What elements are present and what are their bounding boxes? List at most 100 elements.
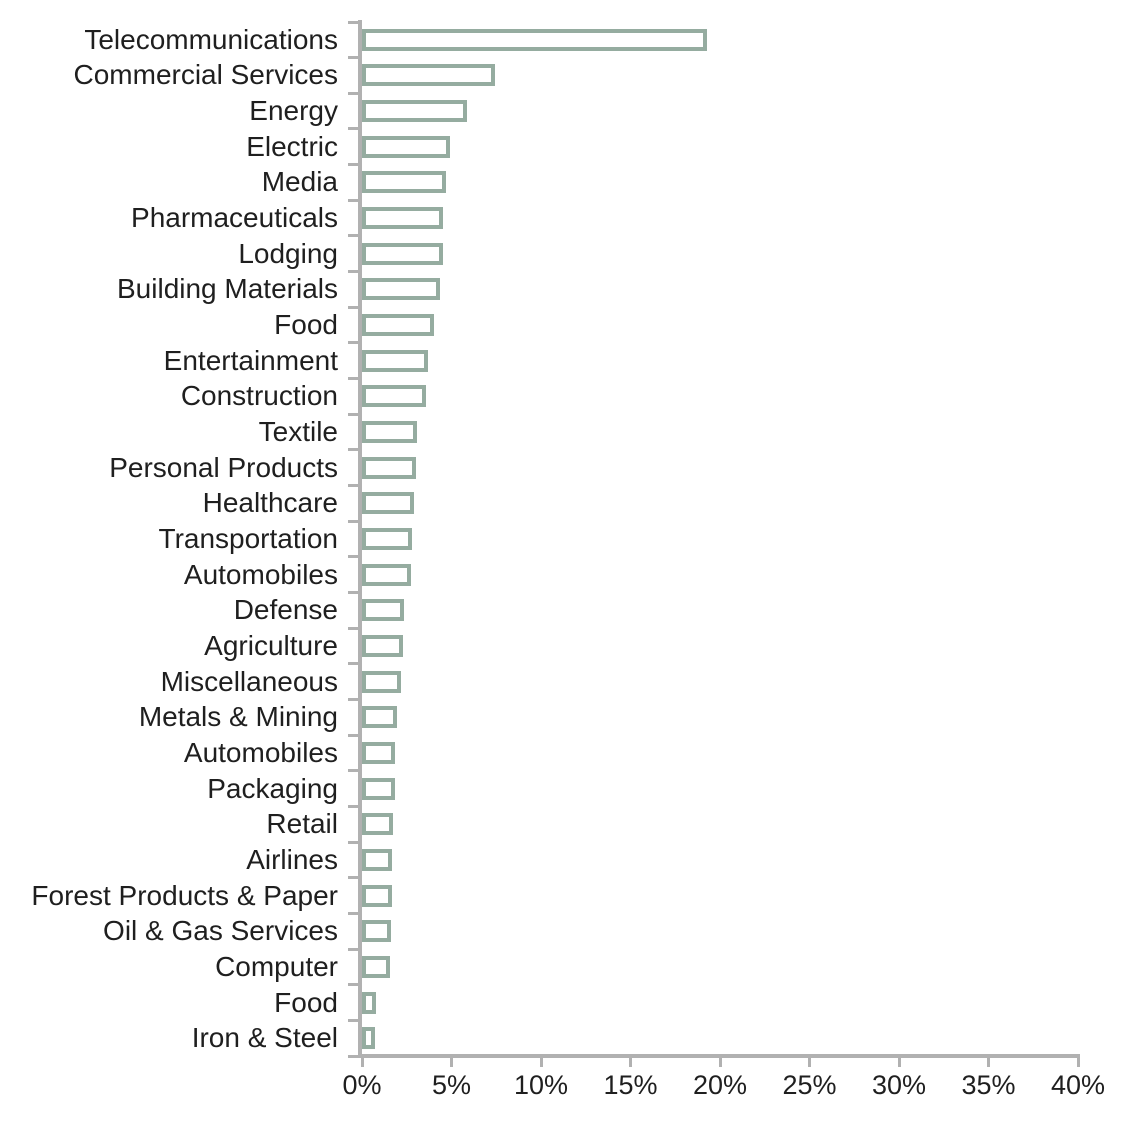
category-label: Airlines	[246, 843, 338, 875]
bar	[362, 456, 416, 479]
y-tick	[348, 198, 358, 202]
bar	[362, 563, 412, 586]
y-tick	[348, 947, 358, 951]
category-label: Healthcare	[202, 487, 338, 519]
bar	[362, 492, 414, 515]
category-label: Construction	[180, 380, 338, 412]
bar	[362, 28, 708, 51]
bar	[362, 135, 450, 158]
category-label: Oil & Gas Services	[103, 915, 338, 947]
category-label: Automobiles	[183, 736, 338, 768]
bar	[362, 528, 413, 550]
category-label: Telecommunications	[84, 23, 338, 55]
category-label: Building Materials	[117, 273, 338, 305]
x-tick-label: 40%	[1050, 1070, 1106, 1100]
bar	[362, 813, 394, 836]
bar	[362, 634, 404, 657]
x-axis-line	[358, 1054, 1080, 1058]
category-label: Commercial Services	[73, 59, 339, 91]
category-label: Electric	[246, 130, 338, 162]
y-tick	[348, 305, 358, 309]
x-tick-label: 35%	[961, 1070, 1016, 1100]
bar	[362, 171, 447, 194]
category-label: Metals & Mining	[138, 701, 338, 733]
x-tick-label: 25%	[782, 1070, 837, 1100]
y-tick	[348, 341, 358, 345]
category-label: Lodging	[238, 237, 338, 269]
y-tick	[348, 127, 358, 131]
bar	[362, 670, 402, 693]
x-tick-label: 30%	[871, 1070, 927, 1100]
bar	[362, 385, 427, 408]
category-label: Automobiles	[183, 558, 338, 590]
x-tick	[808, 1058, 811, 1067]
y-tick	[348, 20, 358, 24]
category-label: Media	[261, 166, 338, 198]
y-tick	[348, 448, 358, 452]
category-label: Entertainment	[163, 344, 338, 376]
y-tick	[348, 697, 358, 701]
y-tick	[348, 484, 358, 488]
bar	[362, 421, 418, 444]
y-axis-line	[358, 20, 362, 1058]
bar	[362, 991, 377, 1014]
bar	[362, 1027, 375, 1050]
y-tick	[348, 270, 358, 274]
y-tick	[348, 234, 358, 238]
y-tick	[348, 840, 358, 844]
y-tick	[348, 91, 358, 95]
x-tick	[987, 1058, 990, 1067]
category-label: Retail	[266, 808, 338, 840]
y-tick	[348, 804, 358, 808]
category-label: Miscellaneous	[160, 665, 338, 697]
bar	[362, 599, 405, 622]
category-label: Pharmaceuticals	[131, 202, 338, 234]
bar	[362, 349, 429, 372]
y-tick	[348, 983, 358, 987]
bar	[362, 64, 496, 87]
y-tick	[348, 662, 358, 666]
category-label: Food	[274, 309, 338, 341]
bar	[362, 207, 444, 230]
y-tick	[348, 412, 358, 416]
y-tick	[348, 626, 358, 630]
y-tick	[348, 1054, 358, 1058]
category-label: Energy	[249, 95, 338, 127]
bar	[362, 100, 467, 123]
category-label: Textile	[258, 416, 338, 448]
x-tick-label: 5%	[431, 1070, 472, 1100]
y-tick	[348, 911, 358, 915]
bar	[362, 278, 440, 301]
x-tick-label: 20%	[692, 1070, 748, 1100]
y-tick	[348, 733, 358, 737]
y-tick	[348, 769, 358, 773]
bar	[362, 848, 393, 871]
y-tick	[348, 56, 358, 60]
x-tick	[718, 1058, 722, 1067]
category-label: Iron & Steel	[191, 1022, 338, 1054]
bar	[362, 777, 396, 800]
category-label: Computer	[215, 950, 338, 982]
y-tick	[348, 519, 358, 523]
bar	[362, 741, 396, 764]
x-tick	[629, 1058, 632, 1067]
category-label: Agriculture	[204, 629, 338, 661]
x-tick	[1076, 1058, 1080, 1067]
bar	[362, 706, 397, 729]
category-label: Food	[274, 986, 338, 1018]
bar	[362, 955, 390, 978]
category-label: Packaging	[207, 772, 338, 804]
y-tick	[348, 876, 358, 880]
category-label: Transportation	[158, 522, 339, 554]
category-label: Forest Products & Paper	[31, 879, 338, 911]
category-label: Defense	[233, 594, 338, 626]
x-tick	[897, 1058, 901, 1067]
x-tick	[360, 1058, 364, 1067]
x-tick	[450, 1058, 453, 1067]
x-tick	[539, 1058, 543, 1067]
bar	[362, 242, 443, 265]
category-label: Personal Products	[109, 451, 338, 483]
y-tick	[348, 555, 358, 559]
x-tick-label: 10%	[513, 1070, 569, 1100]
